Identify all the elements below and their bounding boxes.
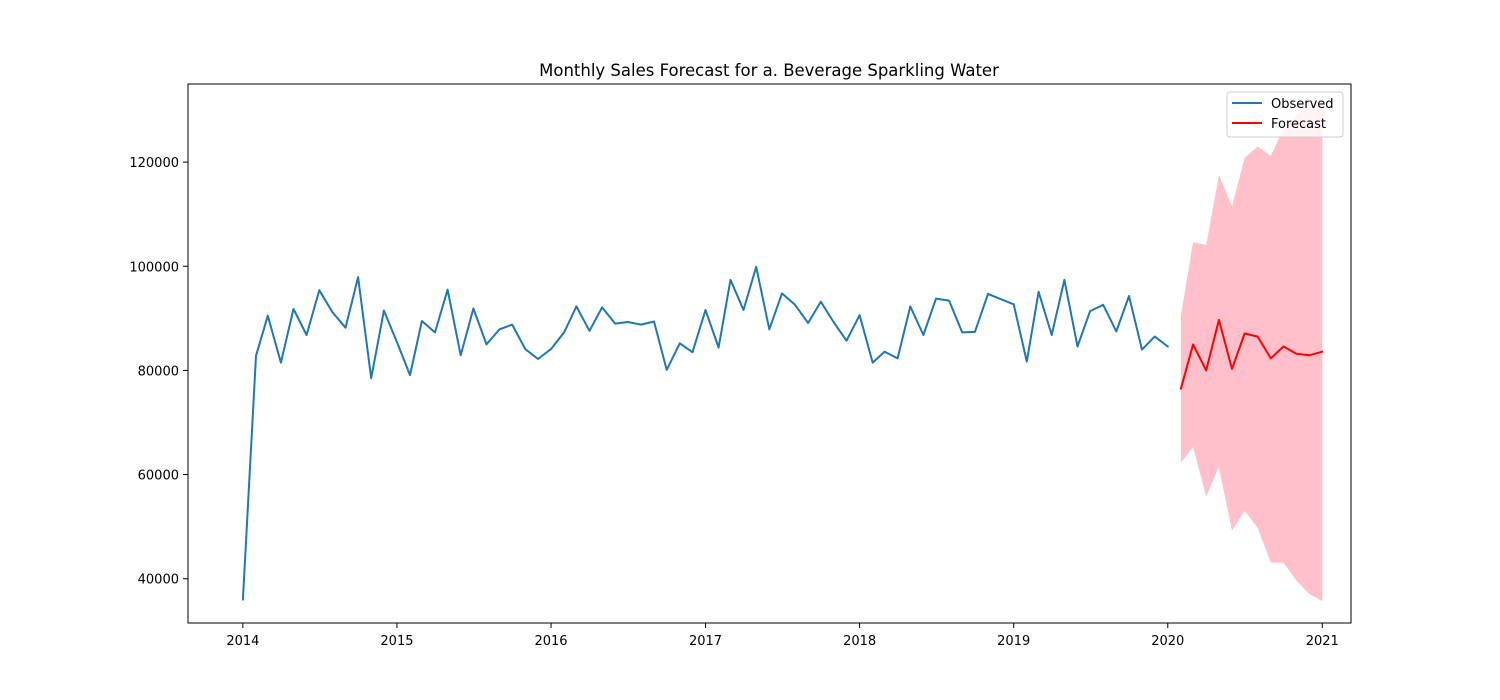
y-tick-label: 60000 — [138, 469, 179, 484]
y-tick-label: 120000 — [129, 156, 179, 171]
y-tick-label: 80000 — [138, 364, 179, 379]
legend: Observed Forecast — [1226, 91, 1344, 138]
plot-area — [241, 104, 1324, 602]
legend-label-forecast: Forecast — [1271, 117, 1326, 132]
x-tick-label: 2017 — [689, 634, 722, 649]
y-tick-label: 40000 — [138, 573, 179, 588]
y-axis: 40000 60000 80000 100000 120000 — [129, 156, 188, 588]
x-tick-label: 2016 — [534, 634, 567, 649]
series-line-forecast — [1179, 318, 1324, 390]
legend-label-observed: Observed — [1271, 97, 1334, 112]
x-tick-label: 2019 — [997, 634, 1030, 649]
x-tick-label: 2020 — [1151, 634, 1184, 649]
plot-frame — [187, 83, 1352, 624]
x-tick-label: 2015 — [380, 634, 413, 649]
x-tick-label: 2018 — [843, 634, 876, 649]
series-line-observed — [241, 265, 1169, 601]
y-tick-label: 100000 — [129, 260, 179, 275]
x-tick-label: 2021 — [1306, 634, 1339, 649]
forecast-confidence-band — [1180, 104, 1323, 602]
chart-title: Monthly Sales Forecast for a. Beverage S… — [539, 61, 999, 80]
x-axis: 2014 2015 2016 2017 2018 2019 2020 2021 — [226, 623, 1339, 649]
x-tick-label: 2014 — [226, 634, 259, 649]
